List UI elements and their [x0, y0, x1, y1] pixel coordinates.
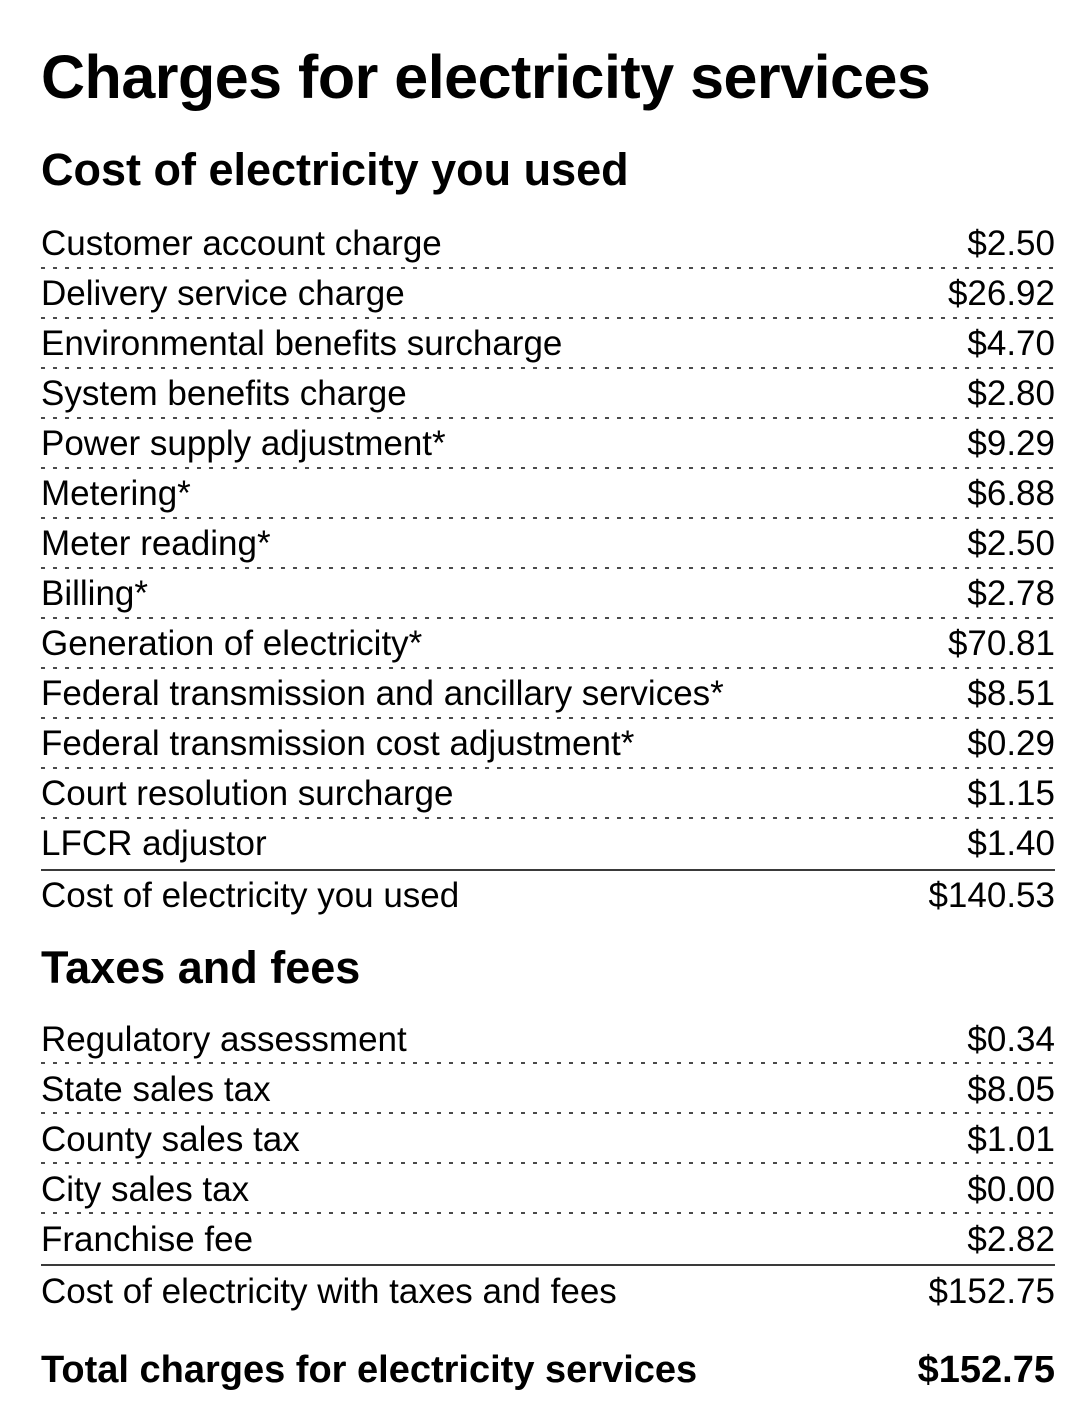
charge-label: Delivery service charge — [41, 274, 405, 314]
charge-amount: $4.70 — [967, 324, 1055, 364]
charge-amount: $2.80 — [967, 374, 1055, 414]
subtotal-row: Cost of electricity with taxes and fees … — [41, 1264, 1055, 1316]
charge-label: Environmental benefits surcharge — [41, 324, 563, 364]
charge-label: Billing* — [41, 574, 148, 614]
table-row: Court resolution surcharge $1.15 — [41, 768, 1055, 819]
charge-label: Metering* — [41, 474, 191, 514]
charge-amount: $8.05 — [967, 1069, 1055, 1109]
charge-label: LFCR adjustor — [41, 824, 267, 864]
charge-amount: $1.01 — [967, 1119, 1055, 1159]
charge-label: Federal transmission cost adjustment* — [41, 724, 635, 764]
table-row: County sales tax $1.01 — [41, 1114, 1055, 1165]
table-row: Power supply adjustment* $9.29 — [41, 418, 1055, 469]
table-row: Billing* $2.78 — [41, 568, 1055, 619]
total-label: Total charges for electricity services — [41, 1349, 698, 1392]
charge-label: County sales tax — [41, 1119, 300, 1159]
charge-amount: $9.29 — [967, 424, 1055, 464]
charge-label: Customer account charge — [41, 224, 442, 264]
charge-rows: Customer account charge $2.50 Delivery s… — [41, 218, 1055, 921]
table-row: State sales tax $8.05 — [41, 1064, 1055, 1115]
subtotal-amount: $152.75 — [928, 1271, 1055, 1311]
charge-label: Regulatory assessment — [41, 1019, 407, 1059]
table-row: System benefits charge $2.80 — [41, 368, 1055, 419]
charge-amount: $70.81 — [947, 624, 1055, 664]
charge-amount: $2.82 — [967, 1219, 1055, 1259]
table-row: Meter reading* $2.50 — [41, 518, 1055, 569]
charge-amount: $1.40 — [967, 824, 1055, 864]
charge-label: City sales tax — [41, 1169, 250, 1209]
charge-label: Franchise fee — [41, 1219, 254, 1259]
charge-label: Federal transmission and ancillary servi… — [41, 674, 724, 714]
subtotal-row: Cost of electricity you used $140.53 — [41, 868, 1055, 921]
table-row: Federal transmission and ancillary servi… — [41, 668, 1055, 719]
section-heading-cost-of-electricity: Cost of electricity you used — [41, 144, 629, 196]
tax-rows: Regulatory assessment $0.34 State sales … — [41, 1014, 1055, 1316]
charge-label: System benefits charge — [41, 374, 407, 414]
charge-amount: $0.00 — [967, 1169, 1055, 1209]
subtotal-label: Cost of electricity you used — [41, 876, 460, 916]
table-row: Regulatory assessment $0.34 — [41, 1014, 1055, 1065]
charge-label: Generation of electricity* — [41, 624, 423, 664]
charge-amount: $0.34 — [967, 1019, 1055, 1059]
charge-amount: $2.50 — [967, 224, 1055, 264]
table-row: Federal transmission cost adjustment* $0… — [41, 718, 1055, 769]
charge-label: Meter reading* — [41, 524, 271, 564]
charge-amount: $8.51 — [967, 674, 1055, 714]
table-row: Delivery service charge $26.92 — [41, 268, 1055, 319]
charge-amount: $6.88 — [967, 474, 1055, 514]
charge-amount: $26.92 — [947, 274, 1055, 314]
table-row: City sales tax $0.00 — [41, 1164, 1055, 1215]
table-row: Generation of electricity* $70.81 — [41, 618, 1055, 669]
table-row: Environmental benefits surcharge $4.70 — [41, 318, 1055, 369]
charge-amount: $2.50 — [967, 524, 1055, 564]
charge-amount: $0.29 — [967, 724, 1055, 764]
section-cost-of-electricity: Cost of electricity you used Customer ac… — [41, 145, 1055, 921]
section-heading-taxes-and-fees: Taxes and fees — [41, 941, 361, 993]
table-row: LFCR adjustor $1.40 — [41, 819, 1055, 869]
total-row: Total charges for electricity services $… — [41, 1342, 1055, 1398]
total-amount: $152.75 — [917, 1349, 1055, 1392]
charge-label: State sales tax — [41, 1069, 271, 1109]
table-row: Metering* $6.88 — [41, 468, 1055, 519]
table-row: Customer account charge $2.50 — [41, 218, 1055, 269]
subtotal-label: Cost of electricity with taxes and fees — [41, 1271, 617, 1311]
charge-label: Court resolution surcharge — [41, 774, 454, 814]
page-title: Charges for electricity services — [41, 43, 931, 111]
subtotal-amount: $140.53 — [928, 876, 1055, 916]
charge-label: Power supply adjustment* — [41, 424, 446, 464]
charge-amount: $1.15 — [967, 774, 1055, 814]
table-row: Franchise fee $2.82 — [41, 1214, 1055, 1264]
section-taxes-and-fees: Taxes and fees Regulatory assessment $0.… — [41, 943, 1055, 1317]
charge-amount: $2.78 — [967, 574, 1055, 614]
